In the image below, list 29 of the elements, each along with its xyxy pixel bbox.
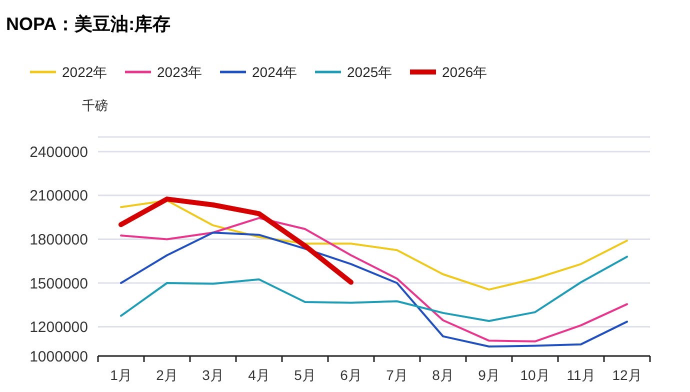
y-tick-label: 1800000 [30, 231, 88, 248]
x-tick-label: 2月 [156, 367, 178, 383]
line-series [120, 256, 628, 322]
x-tick-label: 6月 [340, 367, 362, 383]
legend-label: 2025年 [347, 64, 392, 80]
x-tick-label: 8月 [432, 367, 454, 383]
x-tick-label: 1月 [110, 367, 132, 383]
x-tick-label: 9月 [478, 367, 500, 383]
x-tick-label: 3月 [202, 367, 224, 383]
y-tick-label: 1200000 [30, 319, 88, 336]
x-tick-label: 10月 [520, 367, 550, 383]
line-series [120, 232, 628, 348]
x-tick-label: 11月 [566, 367, 596, 383]
line-series [120, 217, 628, 342]
y-tick-label: 2100000 [30, 188, 88, 205]
y-axis-title: 千磅 [82, 98, 108, 113]
y-tick-label: 2400000 [30, 144, 88, 161]
legend-label: 2024年 [252, 64, 298, 80]
x-tick-label: 7月 [386, 367, 408, 383]
legend-label: 2023年 [157, 64, 202, 80]
y-tick-label: 1500000 [30, 275, 88, 292]
x-tick-label: 4月 [248, 367, 270, 383]
line-series [120, 200, 628, 291]
legend-label: 2022年 [62, 64, 108, 80]
x-tick-label: 5月 [294, 367, 316, 383]
y-tick-label: 1000000 [30, 348, 88, 366]
chart-title: NOPA：美豆油:库存 [6, 14, 171, 34]
x-tick-label: 12月 [612, 367, 642, 383]
legend-label: 2026年 [442, 64, 488, 80]
